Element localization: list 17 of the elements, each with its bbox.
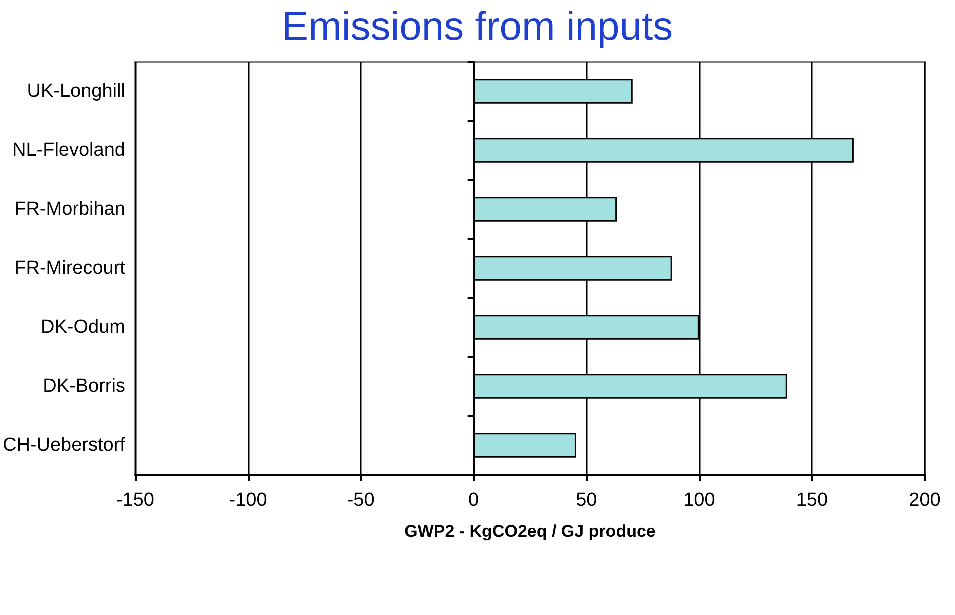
x-tick-label: -100	[229, 490, 268, 511]
x-tick-label: -50	[347, 490, 375, 511]
y-tick-label: FR-Mirecourt	[14, 258, 126, 279]
x-tick-label: 150	[796, 490, 828, 511]
x-tick-label: 100	[684, 490, 716, 511]
y-tick-label: DK-Borris	[43, 376, 126, 397]
y-tick-label: CH-Ueberstorf	[2, 435, 126, 456]
y-tick-label: NL-Flevoland	[12, 140, 126, 161]
y-tick-label: FR-Morbihan	[14, 199, 126, 220]
x-tick-label: 0	[468, 490, 480, 511]
x-tick-label: 200	[909, 490, 941, 511]
x-axis-title: GWP2 - KgCO2eq / GJ produce	[404, 522, 656, 541]
y-tick-label: DK-Odum	[41, 317, 126, 338]
chart-title: Emissions from inputs	[282, 5, 674, 49]
y-tick-label: UK-Longhill	[27, 81, 126, 102]
x-tick-label: -150	[116, 490, 154, 511]
x-tick-label: 50	[576, 490, 598, 511]
